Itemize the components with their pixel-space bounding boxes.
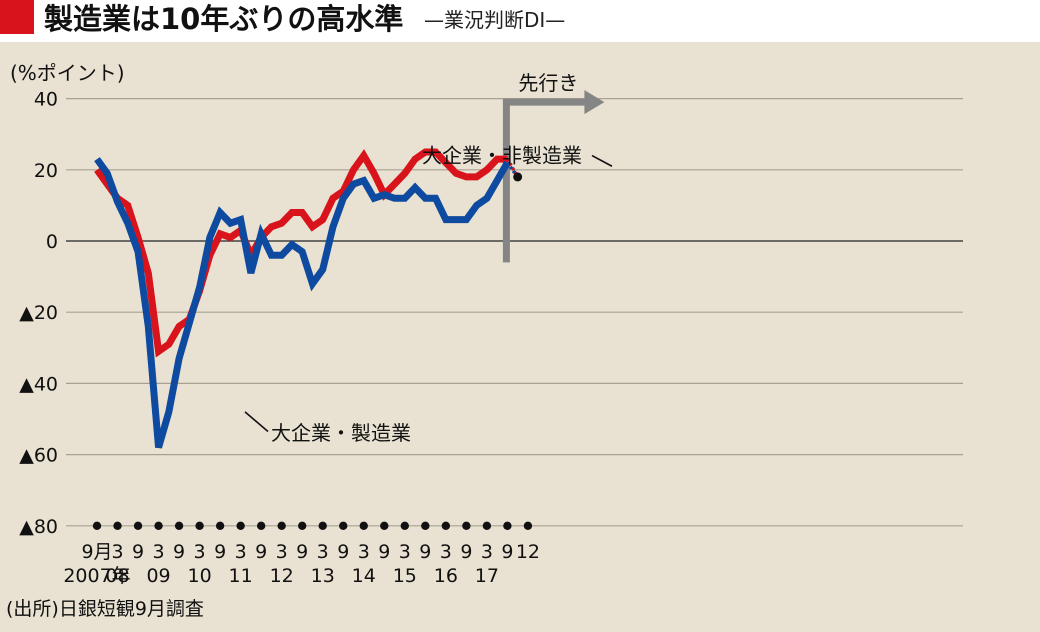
x-axis-dot: [154, 521, 163, 530]
x-tick-label: 9: [296, 541, 308, 563]
source-note: (出所)日銀短観9月調査: [6, 598, 204, 620]
mfg-series-label: 大企業・製造業: [271, 421, 411, 445]
x-axis-dot: [441, 521, 451, 530]
forecast-arrow-line: [502, 98, 587, 263]
x-axis-dot: [133, 521, 143, 530]
title-accent-block: [0, 0, 34, 34]
x-tick-label: 3: [317, 541, 329, 563]
y-tick-label: ▲40: [19, 373, 58, 395]
x-tick-label: 3: [276, 541, 288, 563]
x-tick-label: 9: [460, 541, 472, 563]
x-year-label: 12: [270, 565, 294, 587]
chart-header: 製造業は10年ぶりの高水準 —業況判断DI—: [0, 0, 1040, 42]
y-tick-label: ▲80: [19, 516, 58, 538]
x-year-label: 2007年: [63, 565, 130, 587]
nonmfg-series-line: [94, 148, 508, 358]
x-year-label: 17: [475, 565, 499, 587]
y-axis-ticks: 40 20 0 ▲20 ▲40 ▲60 ▲80: [19, 89, 58, 538]
y-axis-unit-label: (%ポイント): [10, 61, 125, 85]
x-tick-label: 3: [481, 541, 493, 563]
forecast-arrow-head: [584, 90, 605, 115]
series-annotations: 大企業・非製造業 大企業・製造業: [244, 144, 613, 445]
x-year-label: 08: [105, 565, 129, 587]
y-tick-label: 0: [46, 231, 58, 253]
x-tick-label: 9: [337, 541, 349, 563]
mfg-series-line: [94, 157, 511, 449]
series-lines: [94, 148, 523, 449]
x-year-label: 11: [229, 565, 253, 587]
chart-subtitle: —業況判断DI—: [424, 8, 566, 32]
x-axis-dot: [195, 521, 204, 530]
y-tick-label: 40: [34, 89, 58, 111]
x-axis-dot: [421, 521, 430, 530]
x-tick-label: 9: [501, 541, 513, 563]
y-tick-label: ▲20: [19, 302, 58, 324]
x-tick-label: 3: [153, 541, 165, 563]
x-year-label: 16: [434, 565, 458, 587]
x-year-label: 14: [352, 565, 376, 587]
x-axis-dot: [503, 521, 512, 530]
x-axis-dot: [256, 521, 266, 530]
x-tick-label: 9: [214, 541, 226, 563]
x-axis-dot: [174, 521, 184, 530]
chart-title: 製造業は10年ぶりの高水準: [44, 2, 404, 36]
x-tick-label: 9: [419, 541, 431, 563]
forecast-marker: 先行き: [502, 71, 605, 263]
x-axis-dot: [318, 521, 327, 530]
x-tick-label: 9月: [81, 541, 112, 563]
nonmfg-series-label: 大企業・非製造業: [422, 144, 582, 168]
forecast-end-point: [513, 172, 523, 182]
x-tick-label: 9: [173, 541, 185, 563]
x-year-label: 15: [393, 565, 417, 587]
x-year-label: 10: [188, 565, 212, 587]
x-axis-dot: [462, 521, 471, 530]
x-axis-dot: [236, 521, 245, 530]
x-axis-dot: [339, 521, 348, 530]
x-tick-label: 3: [440, 541, 452, 563]
x-axis-dot: [482, 521, 492, 530]
x-tick-label: 3: [399, 541, 411, 563]
x-tick-label: 3: [111, 541, 123, 563]
x-axis-dot: [92, 521, 102, 530]
x-axis-dot: [400, 521, 409, 530]
mfg-leader-line: [244, 411, 269, 433]
x-year-label: 13: [311, 565, 335, 587]
x-axis-dot: [380, 521, 389, 530]
x-axis-dot: [359, 521, 368, 530]
forecast-label: 先行き: [518, 71, 578, 95]
x-tick-label: 12: [516, 541, 540, 563]
x-year-label: 09: [146, 565, 170, 587]
x-axis-dot: [523, 521, 533, 530]
x-tick-label: 3: [235, 541, 247, 563]
x-axis-dot: [113, 521, 122, 530]
x-axis-dot: [215, 521, 225, 530]
y-tick-label: 20: [34, 160, 58, 182]
x-tick-label: 3: [194, 541, 206, 563]
x-tick-label: 3: [358, 541, 370, 563]
nonmfg-leader-line: [591, 154, 613, 167]
x-axis-dot: [298, 521, 307, 530]
x-axis-dot: [277, 521, 286, 530]
y-tick-label: ▲60: [19, 445, 58, 467]
x-tick-label: 9: [132, 541, 144, 563]
x-tick-label: 9: [378, 541, 390, 563]
x-tick-label: 9: [255, 541, 267, 563]
